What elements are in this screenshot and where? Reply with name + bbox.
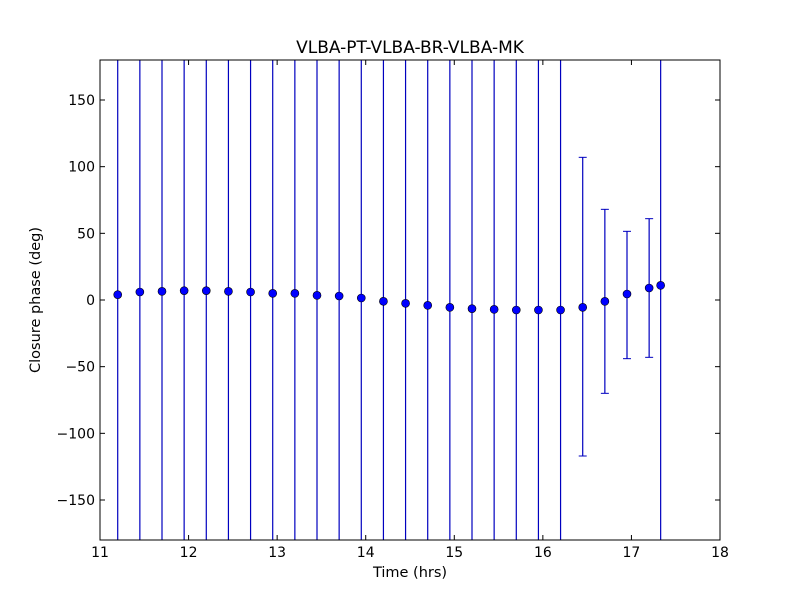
data-point-2 — [157, 287, 167, 296]
data-point-16 — [467, 304, 477, 313]
data-point-5 — [224, 287, 233, 296]
x-tick-label-2: 13 — [268, 545, 286, 561]
x-tick-label-5: 16 — [534, 545, 552, 561]
data-point-15 — [445, 303, 455, 312]
y-tick-label-4: 50 — [77, 226, 95, 242]
y-axis-label: Closure phase (deg) — [28, 227, 44, 373]
x-axis-label: Time (hrs) — [372, 565, 447, 581]
x-tick-label-1: 12 — [180, 545, 198, 561]
x-tick-label-0: 11 — [91, 545, 109, 561]
data-point-7 — [268, 289, 278, 298]
y-tick-label-6: 150 — [68, 93, 95, 109]
data-point-11 — [356, 293, 366, 303]
x-tick-label-3: 14 — [357, 545, 375, 561]
y-tick-label-1: −100 — [57, 426, 95, 442]
data-point-0 — [113, 290, 123, 299]
data-point-17 — [489, 305, 499, 314]
points-layer — [113, 281, 665, 315]
x-tick-label-6: 17 — [623, 545, 641, 561]
data-point-25 — [656, 281, 665, 290]
ticks-layer: 11 12 13 14 15 16 17 18 −150 −100 −50 0 50 100 150 — [57, 60, 729, 561]
data-point-1 — [135, 287, 145, 297]
data-point-10 — [334, 291, 344, 301]
data-point-3 — [179, 286, 189, 295]
data-point-22 — [600, 297, 610, 306]
data-point-12 — [379, 297, 388, 306]
y-tick-label-3: 0 — [86, 293, 95, 309]
data-point-23 — [622, 289, 632, 299]
y-tick-label-0: −150 — [57, 493, 95, 509]
y-tick-label-2: −50 — [65, 360, 95, 376]
data-point-20 — [556, 305, 565, 315]
data-point-14 — [423, 301, 433, 310]
chart-title: VLBA-PT-VLBA-BR-VLBA-MK — [296, 38, 525, 58]
x-tick-label-7: 18 — [711, 545, 729, 561]
data-point-18 — [511, 305, 521, 315]
data-point-19 — [534, 305, 543, 315]
data-point-24 — [644, 283, 654, 293]
data-point-13 — [401, 299, 410, 308]
data-point-9 — [312, 291, 322, 300]
data-point-6 — [246, 287, 255, 297]
x-tick-label-4: 15 — [445, 545, 463, 561]
data-point-21 — [578, 303, 588, 312]
data-point-8 — [290, 289, 300, 298]
data-point-4 — [201, 286, 211, 295]
y-tick-label-5: 100 — [68, 160, 95, 176]
